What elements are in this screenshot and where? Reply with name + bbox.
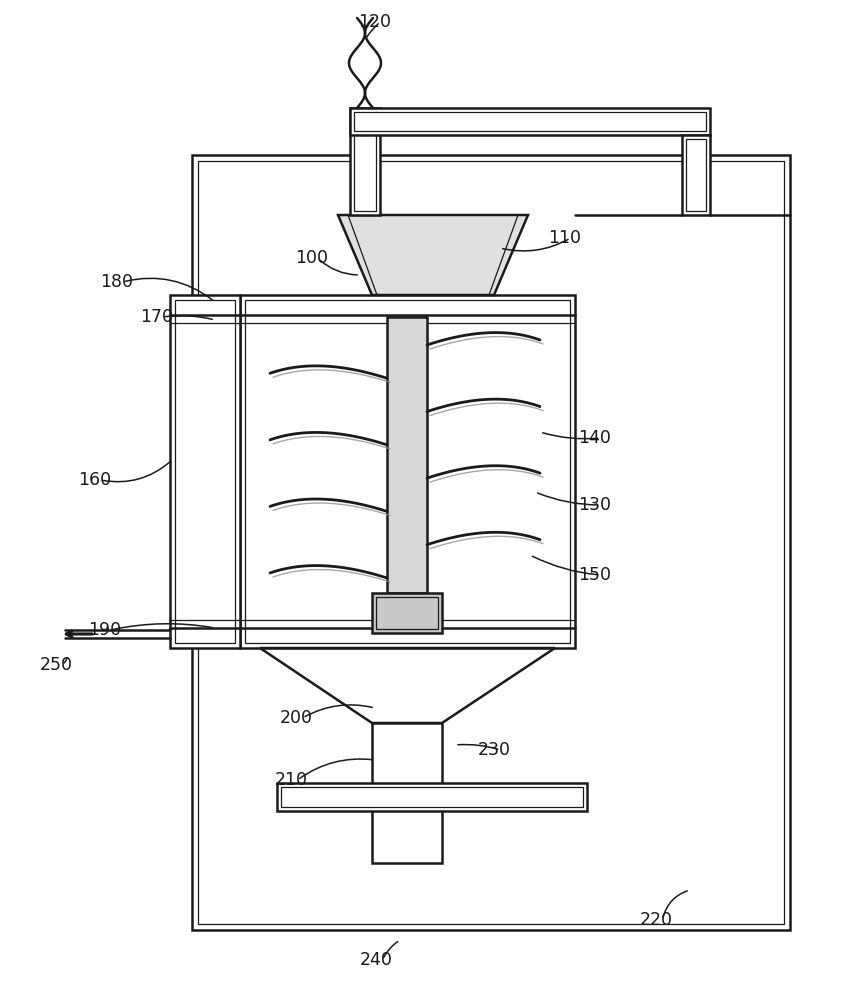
Bar <box>350 108 710 135</box>
Text: 210: 210 <box>275 771 308 789</box>
Bar <box>372 723 442 863</box>
Bar <box>170 295 240 648</box>
Bar <box>240 295 575 648</box>
Text: 100: 100 <box>295 249 328 267</box>
Bar <box>354 108 376 211</box>
Polygon shape <box>338 215 528 295</box>
Text: 180: 180 <box>100 273 133 291</box>
Bar <box>175 300 235 643</box>
Text: 250: 250 <box>40 656 73 674</box>
Text: 150: 150 <box>578 566 611 584</box>
Text: 170: 170 <box>140 308 173 326</box>
Text: 190: 190 <box>88 621 121 639</box>
Text: 140: 140 <box>578 429 610 447</box>
Text: 240: 240 <box>360 951 393 969</box>
Bar <box>354 112 706 131</box>
Bar <box>372 593 442 633</box>
Bar <box>245 300 570 643</box>
Text: 130: 130 <box>578 496 611 514</box>
Bar <box>376 597 438 629</box>
Text: 220: 220 <box>640 911 673 929</box>
Text: 230: 230 <box>478 741 511 759</box>
Bar <box>350 108 380 215</box>
Bar <box>198 161 784 924</box>
Text: 160: 160 <box>78 471 111 489</box>
Text: 120: 120 <box>358 13 391 31</box>
Bar <box>281 787 583 807</box>
Bar <box>387 317 427 593</box>
Text: 200: 200 <box>280 709 313 727</box>
Text: 110: 110 <box>548 229 581 247</box>
Bar <box>277 783 587 811</box>
Bar <box>682 135 710 215</box>
Bar <box>686 139 706 211</box>
Bar <box>192 155 790 930</box>
